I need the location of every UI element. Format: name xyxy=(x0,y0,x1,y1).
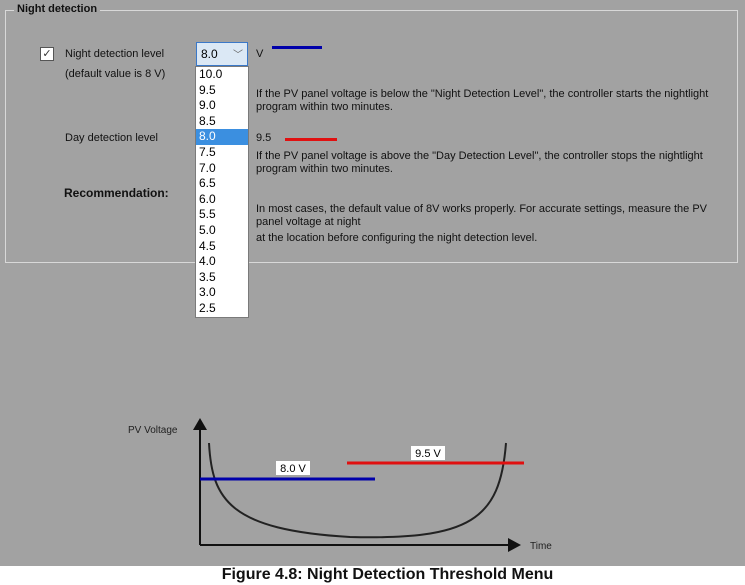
settings-panel: Night detection ✓ Night detection level … xyxy=(0,0,745,566)
figure-caption: Figure 4.8: Night Detection Threshold Me… xyxy=(221,566,554,583)
dropdown-option[interactable]: 5.0 xyxy=(199,222,216,237)
night-level-label: Night detection level xyxy=(65,48,165,60)
dropdown-option[interactable]: 10.0 xyxy=(199,67,223,81)
dropdown-option[interactable]: 7.0 xyxy=(199,160,216,175)
day-level-value: 9.5 xyxy=(256,132,272,144)
day-label-box xyxy=(411,446,445,460)
night-description: If the PV panel voltage is below the "Ni… xyxy=(256,88,709,113)
dropdown-option[interactable]: 9.5 xyxy=(199,82,216,97)
group-title: Night detection xyxy=(14,3,101,15)
y-axis-label: PV Voltage xyxy=(128,425,178,436)
recommendation-line2: at the location before configuring the n… xyxy=(256,232,538,244)
dropdown-option[interactable]: 9.0 xyxy=(199,98,216,113)
dropdown-option[interactable]: 8.0 xyxy=(196,129,248,145)
day-level-label: Day detection level xyxy=(65,132,158,144)
x-axis-label: Time xyxy=(530,541,552,552)
chevron-down-icon: ﹀ xyxy=(233,50,243,61)
dropdown-option[interactable]: 8.5 xyxy=(199,113,216,128)
dropdown-option[interactable]: 4.5 xyxy=(199,238,216,253)
recommendation-line1: In most cases, the default value of 8V w… xyxy=(256,203,708,228)
dropdown-option[interactable]: 4.0 xyxy=(199,254,216,269)
dropdown-option[interactable]: 6.5 xyxy=(199,176,216,191)
default-note: (default value is 8 V) xyxy=(65,68,166,80)
dropdown-option[interactable]: 5.5 xyxy=(199,207,216,222)
x-axis-arrow xyxy=(508,538,521,552)
voltage-diagram: 8.0 V 9.5 V PV Voltage Time xyxy=(128,418,552,552)
dropdown-option[interactable]: 3.5 xyxy=(199,269,216,284)
voltage-curve xyxy=(208,442,507,539)
night-level-select[interactable]: 8.0 ﹀ xyxy=(196,42,248,66)
unit-label: V xyxy=(256,48,264,60)
y-axis-arrow xyxy=(193,418,207,430)
night-threshold-label: 8.0 V xyxy=(280,463,306,475)
check-icon: ✓ xyxy=(42,48,52,60)
recommendation-title: Recommendation: xyxy=(64,186,169,200)
dropdown-option[interactable]: 2.5 xyxy=(199,300,216,315)
day-threshold-label: 9.5 V xyxy=(415,448,441,460)
dropdown-option[interactable]: 7.5 xyxy=(199,144,216,159)
selected-value: 8.0 xyxy=(201,47,218,61)
night-detection-checkbox[interactable]: ✓ xyxy=(40,47,54,61)
day-level-line xyxy=(285,138,337,141)
night-level-dropdown-list[interactable]: 10.0 9.5 9.0 8.5 8.0 7.5 7.0 6.5 6.0 5.5 5.0 4.5 4.0… xyxy=(195,66,249,318)
day-description: If the PV panel voltage is above the "Da… xyxy=(256,150,703,175)
night-level-line xyxy=(272,46,322,49)
night-label-box xyxy=(276,461,310,475)
dropdown-option[interactable]: 6.0 xyxy=(199,191,216,206)
night-detection-group xyxy=(5,10,738,263)
dropdown-option[interactable]: 3.0 xyxy=(199,285,216,300)
